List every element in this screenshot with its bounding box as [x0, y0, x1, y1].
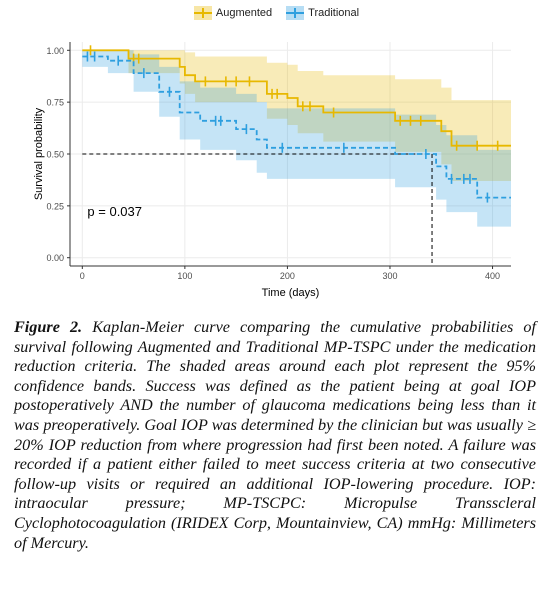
y-tick-label: 0.75	[46, 98, 64, 108]
km-plot: 0.00 0.25 0.50 0.75 1.00 0 100 200 300 400 p = 0.…	[33, 42, 512, 299]
x-tick-label: 400	[485, 271, 500, 281]
caption-label: Figure 2.	[14, 318, 83, 336]
survival-curves	[82, 45, 511, 203]
x-tick-label: 0	[80, 271, 85, 281]
legend-item-augmented: Augmented	[193, 6, 273, 20]
x-tick-label: 100	[177, 271, 192, 281]
legend-label-traditional: Traditional	[308, 7, 360, 19]
axis-ticks: 0.00 0.25 0.50 0.75 1.00 0 100 200 300 400	[46, 46, 500, 281]
x-axis-label: Time (days)	[262, 287, 320, 299]
legend-item-traditional: Traditional	[286, 6, 359, 20]
x-tick-label: 200	[280, 271, 295, 281]
p-value-annotation: p = 0.037	[87, 204, 142, 219]
ci-band-traditional	[82, 50, 512, 227]
confidence-bands	[82, 50, 512, 227]
legend: Augmented Traditional	[0, 6, 553, 20]
ci-band-augmented	[82, 50, 512, 181]
legend-key-traditional	[286, 6, 305, 20]
grid	[69, 42, 511, 267]
legend-key-augmented	[193, 6, 212, 20]
y-tick-label: 1.00	[46, 46, 64, 56]
x-tick-label: 300	[382, 271, 397, 281]
y-axis-label: Survival probability	[33, 107, 45, 200]
caption-text: Kaplan-Meier curve comparing the cumulat…	[14, 318, 537, 552]
y-tick-label: 0.00	[46, 253, 64, 263]
median-reference-lines	[82, 153, 433, 266]
figure-caption: Figure 2. Kaplan-Meier curve comparing t…	[14, 318, 536, 553]
y-tick-label: 0.25	[46, 201, 64, 211]
legend-label-augmented: Augmented	[215, 7, 273, 19]
survival-line-augmented	[82, 49, 511, 147]
y-tick-label: 0.50	[46, 150, 64, 160]
